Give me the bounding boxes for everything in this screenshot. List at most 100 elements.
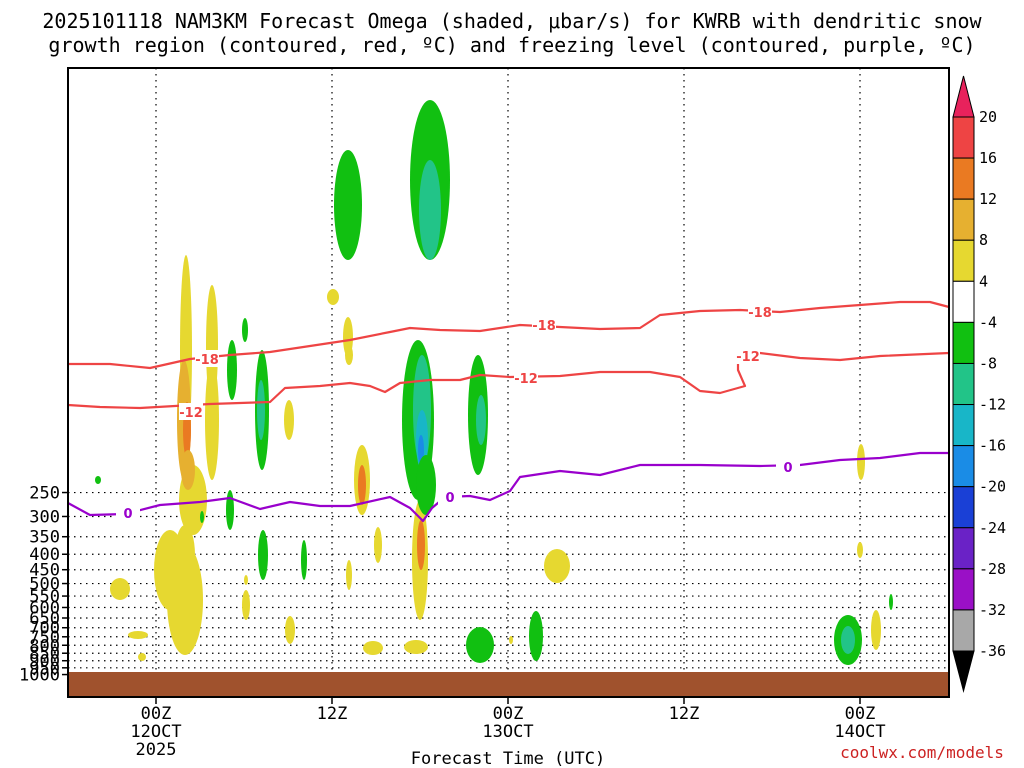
colorbar-segment (952, 362, 975, 406)
colorbar-segment (952, 116, 975, 159)
omega-shaded-region (128, 631, 148, 639)
colorbar-segment (952, 568, 975, 611)
colorbar-segment (952, 157, 975, 200)
y-tick-label: 600 (29, 598, 60, 618)
y-tick-label: 900 (29, 652, 60, 672)
y-tick-label: 850 (29, 644, 60, 664)
contour-label: -18 (532, 319, 556, 334)
omega-shaded-region (404, 640, 428, 654)
y-tick-label: 250 (29, 484, 60, 504)
colorbar-max-arrow (952, 75, 975, 118)
y-tick-label: 650 (29, 609, 60, 629)
contour-label-bg (748, 303, 772, 320)
omega-shaded-region (889, 594, 893, 610)
colorbar-label: 20 (979, 108, 997, 126)
colorbar-segment (952, 486, 975, 529)
contour-label: -18 (748, 306, 772, 321)
contour-label: 0 (445, 491, 454, 506)
x-tick-label-date: 13OCT (482, 722, 533, 742)
contour-lines: -18 -18 -18 -12 -12 -12 0 0 0 (67, 300, 950, 523)
colorbar-label: -24 (979, 519, 1006, 537)
y-tick-label: 450 (29, 561, 60, 581)
y-tick-label: 400 (29, 545, 60, 565)
colorbar-segment (952, 198, 975, 241)
colorbar: 20 16 12 8 4 -4 -8 -12 -16 -20 -24 -28 -32 -36 (952, 75, 1006, 693)
colorbar-label: -8 (979, 354, 997, 372)
contour-label-bg (195, 350, 219, 367)
colorbar-segment (952, 609, 975, 652)
x-tick-label-date: 12OCT (130, 722, 181, 742)
omega-shaded-region (226, 490, 234, 530)
contour-label: 0 (783, 461, 792, 476)
omega-shaded-region (346, 560, 352, 590)
contour-label: -12 (514, 372, 538, 387)
contour-label: -12 (179, 406, 203, 421)
y-tick-label: 350 (29, 528, 60, 548)
omega-shaded-region (334, 150, 362, 260)
credit-text: coolwx.com/models (840, 743, 1004, 762)
omega-shaded-region (301, 540, 307, 580)
omega-shaded-region (466, 627, 494, 663)
colorbar-label: 16 (979, 149, 997, 167)
omega-shaded-region (544, 549, 570, 583)
contour-label-bg (736, 347, 760, 364)
omega-shaded-region (871, 610, 881, 650)
colorbar-label: 4 (979, 272, 988, 290)
omega-shaded-region (285, 616, 295, 644)
x-tick-label-time: 00Z (493, 704, 524, 724)
colorbar-min-arrow (952, 650, 975, 693)
omega-shaded-region (227, 340, 237, 400)
contour-label-bg (438, 488, 462, 505)
x-tick-label-time: 00Z (845, 704, 876, 724)
omega-shaded-region (363, 641, 383, 655)
contour-label: 0 (123, 507, 132, 522)
omega-shaded-region (358, 465, 366, 505)
x-tick-label-date: 14OCT (834, 722, 885, 742)
contour-label-bg (179, 403, 203, 420)
omega-shaded-region (200, 511, 204, 523)
y-tick-label: 550 (29, 587, 60, 607)
omega-shaded-region (205, 360, 219, 480)
omega-shaded-region (95, 476, 101, 484)
y-tick-label: 700 (29, 619, 60, 639)
terrain-below-ground (68, 672, 949, 697)
omega-shaded-region (345, 345, 353, 365)
colorbar-label: -36 (979, 642, 1006, 660)
colorbar-label: 8 (979, 231, 988, 249)
contour-label: -12 (736, 350, 760, 365)
chart-title-line2: growth region (contoured, red, ºC) and f… (48, 33, 975, 57)
omega-shaded-region (258, 530, 268, 580)
chart-title-line1: 2025101118 NAM3KM Forecast Omega (shaded… (42, 9, 982, 33)
colorbar-segment (952, 445, 975, 488)
omega-shaded-region (110, 578, 130, 600)
contour-label-bg (776, 458, 800, 475)
colorbar-label: -4 (979, 313, 997, 331)
colorbar-label: -16 (979, 437, 1006, 455)
colorbar-segment (952, 527, 975, 570)
omega-shaded-region (476, 395, 486, 445)
y-tick-label: 1000 (19, 666, 60, 686)
omega-shaded-region (374, 527, 382, 563)
x-tick-label-time: 00Z (141, 704, 172, 724)
omega-shaded-region (242, 318, 248, 342)
colorbar-segment (952, 239, 975, 282)
x-tick-label-time: 12Z (669, 704, 700, 724)
y-tick-label: 950 (29, 659, 60, 679)
omega-shaded-region (417, 520, 425, 570)
omega-shaded-region (257, 380, 265, 440)
y-axis-pressure-ticks: 250 3003504004505005506006507007508008509… (19, 484, 68, 686)
x-axis-label: Forecast Time (UTC) (411, 749, 605, 768)
omega-shaded-region (327, 289, 339, 305)
omega-shaded-region (857, 444, 865, 480)
colorbar-segment (952, 404, 975, 447)
omega-shaded-region (509, 636, 513, 644)
omega-shaded-region (138, 653, 146, 661)
y-tick-label: 800 (29, 636, 60, 656)
y-tick-label: 500 (29, 575, 60, 595)
omega-shaded-region (416, 455, 436, 515)
colorbar-label: 12 (979, 190, 997, 208)
colorbar-label: -28 (979, 560, 1006, 578)
omega-shaded-region (857, 542, 863, 558)
